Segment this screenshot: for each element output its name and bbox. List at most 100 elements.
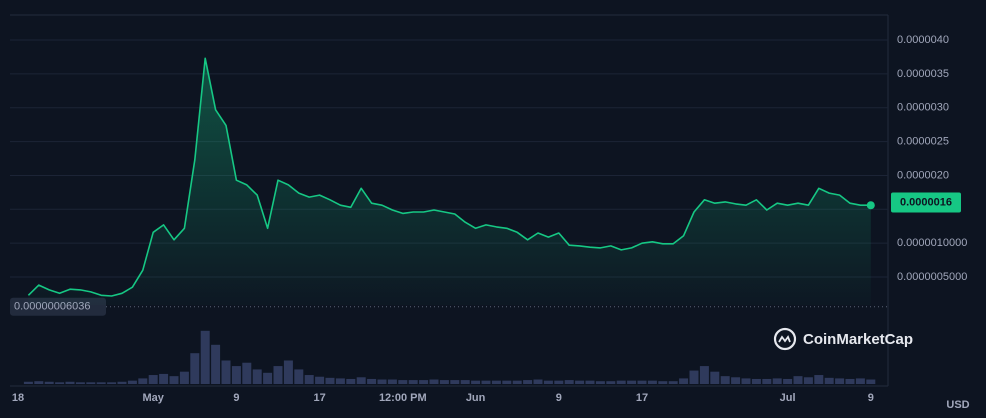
volume-bar [523, 380, 533, 384]
volume-bar [585, 380, 595, 384]
volume-bar [179, 371, 189, 384]
volume-bar [679, 378, 689, 384]
volume-bar [377, 379, 387, 384]
volume-bar [803, 377, 813, 384]
volume-bar [720, 376, 730, 384]
last-point [866, 201, 875, 210]
volume-bar [658, 381, 668, 384]
volume-bar [647, 380, 657, 384]
volume-bar [138, 378, 148, 384]
volume-bar [772, 378, 782, 384]
volume-bar [855, 378, 865, 384]
volume-bar [689, 370, 699, 384]
brand: CoinMarketCap [803, 331, 913, 348]
price-area [28, 58, 871, 305]
y-tick-label: 0.0000010000 [897, 237, 967, 249]
volume-bar [367, 378, 377, 384]
volume-bar [491, 380, 501, 384]
volume-bar [450, 380, 460, 384]
volume-bar [543, 380, 553, 384]
volume-bar [304, 375, 314, 384]
volume-bar [429, 379, 439, 384]
x-tick-label: 9 [556, 392, 562, 404]
volume-bar [107, 382, 117, 384]
volume-bar [533, 379, 543, 384]
volume-bar [273, 366, 283, 384]
volume-bar [710, 371, 720, 384]
volume-bar [554, 380, 564, 384]
volume-bar [148, 375, 158, 384]
volume-bar [117, 381, 127, 384]
volume-bar [741, 378, 751, 384]
volume-bar [731, 377, 741, 384]
volume-bar [845, 378, 855, 384]
volume-bar [835, 378, 845, 384]
volume-bar [439, 380, 449, 384]
volume-bar [512, 380, 522, 384]
volume-bar [460, 380, 470, 384]
volume-bar [637, 380, 647, 384]
volume-bar [575, 380, 585, 384]
currency-label: USD [946, 399, 969, 411]
x-tick-label: 17 [636, 392, 648, 404]
volume-bar [283, 360, 293, 384]
y-tick-label: 0.0000025 [897, 136, 949, 148]
volume-bar [502, 380, 512, 384]
volume-bar [595, 381, 605, 384]
volume-bar [55, 382, 65, 384]
volume-bar [159, 373, 169, 384]
y-tick-label: 0.0000020 [897, 169, 949, 181]
volume-bar [34, 381, 44, 384]
volume-bar [221, 360, 231, 384]
volume-bar [408, 380, 418, 384]
x-tick-label: 17 [313, 392, 325, 404]
x-tick-label: 9 [233, 392, 239, 404]
volume-bar [751, 378, 761, 384]
volume-bar [866, 379, 876, 384]
volume-bar [814, 375, 824, 384]
volume-bar [44, 381, 54, 384]
volume-bar [762, 378, 772, 384]
volume-bar [86, 382, 96, 384]
volume-bar [606, 381, 616, 384]
volume-bar [23, 381, 33, 384]
price-badge-label: 0.0000016 [900, 196, 952, 208]
volume-bar [315, 376, 325, 384]
volume-bar [419, 380, 429, 384]
volume-bar [481, 380, 491, 384]
volume-bar [335, 378, 345, 384]
volume-bar [190, 353, 200, 384]
volume-bar [616, 380, 626, 384]
volume-bar [252, 369, 262, 384]
x-tick-label: Jun [466, 392, 486, 404]
volume-bar [127, 380, 137, 384]
volume-bar [242, 362, 252, 384]
volume-bar [263, 372, 273, 384]
y-tick-label: 0.0000030 [897, 102, 949, 114]
volume-bar [668, 381, 678, 384]
volume-bar [231, 366, 241, 384]
volume-bar [200, 330, 210, 384]
brand-logo [773, 327, 797, 351]
x-tick-label: May [142, 392, 164, 404]
volume-bar [387, 379, 397, 384]
volume-bar [564, 380, 574, 384]
x-tick-label: 12:00 PM [379, 392, 427, 404]
volume-bar [211, 344, 221, 384]
volume-bar [294, 369, 304, 384]
volume-bar [75, 382, 85, 384]
x-tick-label: Jul [780, 392, 796, 404]
volume-bar [783, 378, 793, 384]
y-tick-label: 0.0000005000 [897, 271, 967, 283]
price-badge [891, 192, 961, 213]
x-tick-label: 9 [868, 392, 874, 404]
volume-bar [96, 382, 106, 384]
price-line [27, 57, 871, 297]
volume-bar [169, 376, 179, 384]
volume-bar [627, 380, 637, 384]
volume-bar [65, 381, 75, 384]
y-tick-label: 0.0000040 [897, 34, 949, 46]
volume-bar [346, 378, 356, 384]
volume-bar [356, 377, 366, 384]
